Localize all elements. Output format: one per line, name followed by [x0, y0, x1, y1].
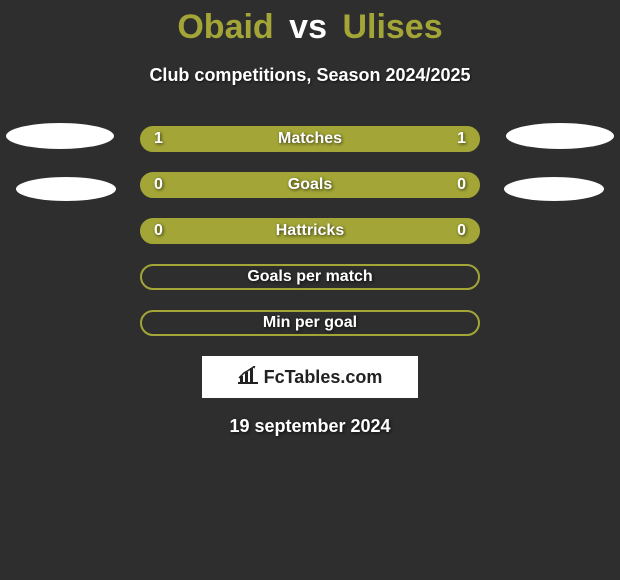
- stat-row-goals-per-match: Goals per match: [140, 264, 480, 290]
- date-text: 19 september 2024: [0, 416, 620, 437]
- stat-left-value: 0: [154, 222, 163, 240]
- logo-text: FcTables.com: [264, 367, 383, 388]
- stat-row-matches: 1 Matches 1: [140, 126, 480, 152]
- chart-icon: [238, 366, 258, 389]
- comparison-title: Obaid vs Ulises: [0, 0, 620, 47]
- player1-name: Obaid: [177, 8, 273, 46]
- player1-badge-1: [6, 123, 114, 149]
- vs-text: vs: [289, 8, 327, 46]
- stat-label: Min per goal: [263, 314, 357, 332]
- player1-badge-2: [16, 177, 116, 201]
- stat-left-value: 1: [154, 130, 163, 148]
- stat-right-value: 0: [457, 222, 466, 240]
- stat-label: Hattricks: [276, 222, 344, 240]
- stat-label: Matches: [278, 130, 342, 148]
- stat-row-goals: 0 Goals 0: [140, 172, 480, 198]
- player2-badge-1: [506, 123, 614, 149]
- stat-label: Goals per match: [247, 268, 372, 286]
- stat-right-value: 0: [457, 176, 466, 194]
- player2-name: Ulises: [342, 8, 442, 46]
- stat-left-value: 0: [154, 176, 163, 194]
- stats-container: 1 Matches 1 0 Goals 0 0 Hattricks 0 Goal…: [140, 126, 480, 336]
- stat-right-value: 1: [457, 130, 466, 148]
- stat-row-hattricks: 0 Hattricks 0: [140, 218, 480, 244]
- stat-row-min-per-goal: Min per goal: [140, 310, 480, 336]
- stat-label: Goals: [288, 176, 332, 194]
- logo-box[interactable]: FcTables.com: [202, 356, 418, 398]
- player2-badge-2: [504, 177, 604, 201]
- subtitle: Club competitions, Season 2024/2025: [0, 65, 620, 86]
